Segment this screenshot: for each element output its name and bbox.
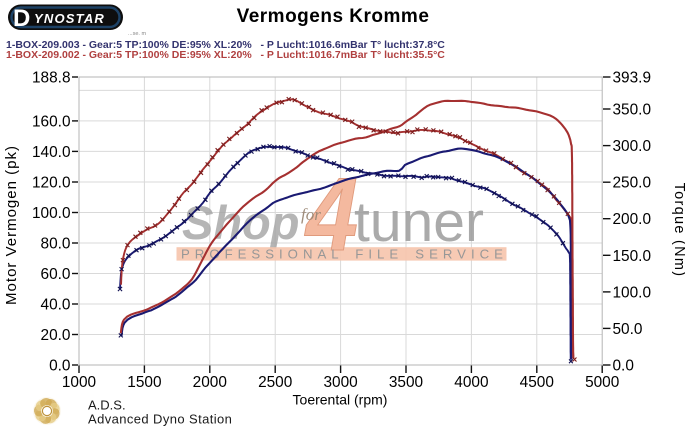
svg-text:Shop: Shop bbox=[182, 196, 299, 249]
svg-text:2000: 2000 bbox=[193, 374, 227, 391]
svg-text:...se. m: ...se. m bbox=[128, 31, 146, 37]
svg-text:2500: 2500 bbox=[258, 374, 292, 391]
svg-text:tuner: tuner bbox=[354, 190, 484, 254]
svg-text:0.0: 0.0 bbox=[613, 358, 634, 375]
svg-text:100.0: 100.0 bbox=[32, 205, 71, 222]
svg-text:1500: 1500 bbox=[127, 374, 161, 391]
svg-text:1-BOX-209.003 - Gear:5 TP:100%: 1-BOX-209.003 - Gear:5 TP:100% DE:95% XL… bbox=[6, 39, 445, 51]
svg-text:160.0: 160.0 bbox=[32, 113, 71, 130]
svg-text:20.0: 20.0 bbox=[41, 327, 71, 344]
svg-text:100.0: 100.0 bbox=[613, 284, 652, 301]
svg-text:0.0: 0.0 bbox=[49, 358, 70, 375]
svg-text:4000: 4000 bbox=[454, 374, 488, 391]
svg-text:188.8: 188.8 bbox=[32, 70, 71, 87]
svg-text:Vermogens Kromme: Vermogens Kromme bbox=[237, 6, 430, 27]
svg-text:200.0: 200.0 bbox=[613, 211, 652, 228]
svg-text:Toerental (rpm): Toerental (rpm) bbox=[293, 392, 388, 408]
svg-text:1-BOX-209.002 - Gear:5 TP:100%: 1-BOX-209.002 - Gear:5 TP:100% DE:95% XL… bbox=[6, 49, 445, 61]
svg-text:1000: 1000 bbox=[62, 374, 96, 391]
svg-text:140.0: 140.0 bbox=[32, 144, 71, 161]
svg-text:150.0: 150.0 bbox=[613, 248, 652, 265]
svg-text:YNOSTAR: YNOSTAR bbox=[34, 11, 105, 26]
svg-text:250.0: 250.0 bbox=[613, 175, 652, 192]
svg-text:80.0: 80.0 bbox=[41, 236, 71, 253]
svg-text:3500: 3500 bbox=[389, 374, 423, 391]
svg-text:5000: 5000 bbox=[585, 374, 619, 391]
svg-text:393.9: 393.9 bbox=[613, 70, 652, 87]
svg-text:40.0: 40.0 bbox=[41, 297, 71, 314]
svg-text:A.D.S.: A.D.S. bbox=[88, 398, 126, 413]
svg-text:4: 4 bbox=[304, 157, 358, 273]
svg-text:PROFESSIONAL FILE SERVICE: PROFESSIONAL FILE SERVICE bbox=[181, 247, 508, 262]
svg-text:Advanced Dyno Station: Advanced Dyno Station bbox=[88, 412, 232, 427]
svg-text:120.0: 120.0 bbox=[32, 175, 71, 192]
svg-text:350.0: 350.0 bbox=[613, 102, 652, 119]
svg-text:4500: 4500 bbox=[520, 374, 554, 391]
svg-text:D: D bbox=[13, 5, 30, 32]
svg-text:50.0: 50.0 bbox=[613, 321, 643, 338]
svg-text:Motor Vermogen (pk): Motor Vermogen (pk) bbox=[3, 145, 20, 305]
svg-text:3000: 3000 bbox=[323, 374, 357, 391]
svg-text:for: for bbox=[301, 205, 321, 224]
svg-text:Torque (Nm): Torque (Nm) bbox=[671, 183, 685, 278]
svg-text:300.0: 300.0 bbox=[613, 138, 652, 155]
svg-text:60.0: 60.0 bbox=[41, 266, 71, 283]
